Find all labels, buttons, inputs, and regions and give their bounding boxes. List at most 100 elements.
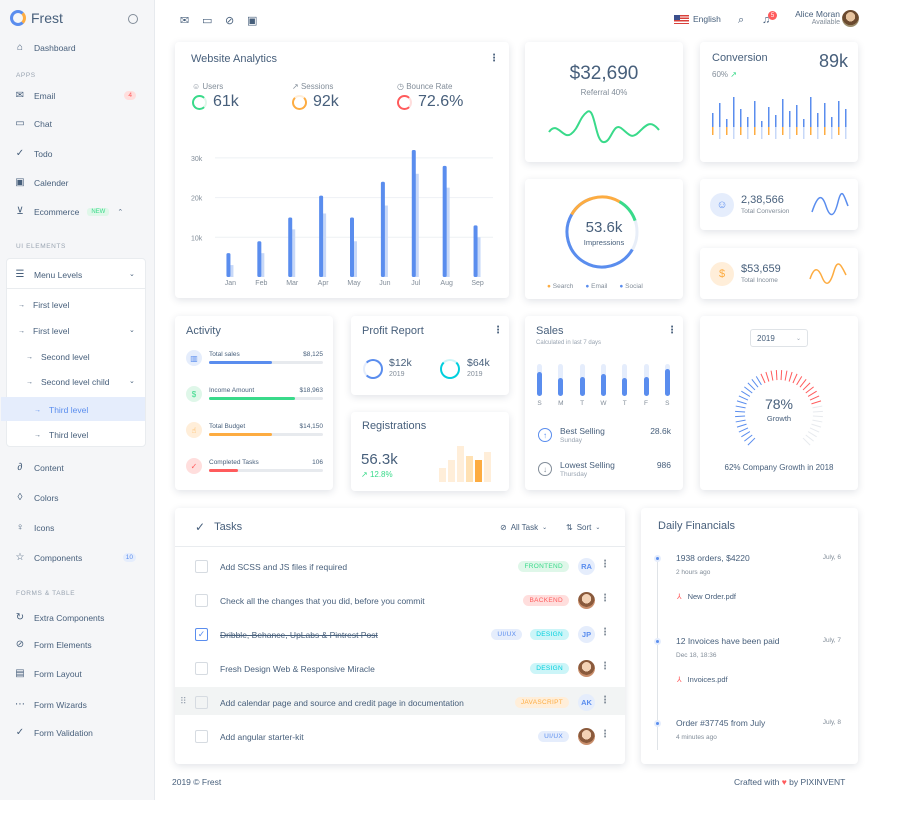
sales-title: Sales	[536, 325, 564, 337]
more-vertical-icon[interactable]: ⋮	[489, 53, 499, 64]
conversion-bar	[733, 97, 735, 127]
more-vertical-icon[interactable]: ⋮	[493, 325, 503, 336]
sidebar-item-colors[interactable]: ◊ Colors	[14, 492, 142, 503]
conversion-bar-down	[761, 127, 763, 139]
pdf-attachment[interactable]: ⅄ Invoices.pdf	[677, 675, 728, 684]
sidebar-item-first-level-1[interactable]: → First level	[18, 300, 70, 310]
financial-subtitle: Dec 18, 18:36	[676, 652, 717, 659]
registrations-value: 56.3k	[361, 451, 398, 468]
lowest-selling-value: 986	[656, 460, 671, 470]
sidebar-toggle-icon[interactable]	[128, 14, 138, 24]
more-vertical-icon[interactable]: ⋮	[600, 729, 610, 740]
sidebar-item-form-validation[interactable]: ✓ Form Validation	[15, 727, 93, 738]
activity-progress	[209, 397, 323, 400]
bounce-ring	[397, 94, 412, 110]
sidebar-item-third-level-2[interactable]: → Third level	[34, 430, 89, 440]
star-icon: ☆	[15, 552, 25, 563]
more-vertical-icon[interactable]: ⋮	[600, 661, 610, 672]
assignee-avatar[interactable]	[578, 592, 595, 609]
user-avatar[interactable]	[842, 10, 859, 27]
sidebar-item-chat[interactable]: ▭ Chat	[15, 118, 52, 129]
brand-logo[interactable]: Frest	[10, 10, 63, 26]
gauge-tick	[770, 370, 774, 381]
task-checkbox[interactable]	[195, 696, 208, 709]
sidebar-item-content[interactable]: ∂ Content	[14, 462, 142, 473]
conversion-bar	[747, 117, 749, 127]
assignee-avatar[interactable]: JP	[578, 626, 595, 643]
chat-icon[interactable]: ▭	[202, 15, 213, 27]
growth-value: 78%	[764, 396, 794, 412]
check-circle-icon[interactable]: ⊘	[225, 15, 235, 27]
sidebar-item-second-level[interactable]: → Second level	[26, 352, 90, 362]
conversion-bar-down	[754, 127, 756, 135]
calendar-icon[interactable]: ▣	[247, 15, 258, 27]
users-ring	[192, 94, 207, 110]
conversion-wave	[811, 192, 849, 216]
task-text: Dribble, Behance, UpLabs & Pintrest Post	[220, 630, 378, 640]
sidebar-item-dashboard[interactable]: ⌂ Dashboard	[14, 42, 142, 53]
year-select[interactable]: 2019 ⌄	[750, 329, 808, 347]
more-vertical-icon[interactable]: ⋮	[600, 559, 610, 570]
sidebar-item-calender[interactable]: ▣ Calender	[15, 177, 69, 188]
task-checkbox-checked[interactable]: ✓	[195, 628, 208, 641]
bar-secondary	[353, 241, 357, 277]
language-selector[interactable]: English	[674, 14, 721, 24]
all-task-filter[interactable]: ⊘ All Task ⌄	[500, 523, 548, 532]
assignee-avatar[interactable]	[578, 728, 595, 745]
sort-dropdown[interactable]: ⇅ Sort ⌄	[566, 523, 601, 532]
sidebar-item-first-level-2[interactable]: → First level	[18, 326, 70, 336]
profit-ring-1	[363, 359, 383, 379]
pdf-file-name: New Order.pdf	[687, 592, 736, 601]
sidebar-item-second-level-child[interactable]: → Second level child	[26, 377, 110, 387]
sidebar-item-components[interactable]: ☆ Components 10	[14, 552, 142, 563]
conversion-bar-down	[838, 127, 840, 135]
sidebar-item-form-wizards[interactable]: ⋯ Form Wizards	[15, 699, 87, 710]
sidebar-item-form-elements[interactable]: ⊘ Form Elements	[15, 639, 92, 650]
drag-handle-icon[interactable]: ⠿	[180, 696, 187, 706]
task-checkbox[interactable]	[195, 560, 208, 573]
sidebar-item-form-layout[interactable]: ▤ Form Layout	[15, 668, 82, 679]
more-vertical-icon[interactable]: ⋮	[667, 325, 677, 336]
bar-primary	[380, 181, 385, 277]
more-vertical-icon[interactable]: ⋮	[600, 593, 610, 604]
arrow-right-icon: →	[26, 353, 33, 361]
sidebar-item-menu-levels[interactable]: ☰ Menu Levels	[15, 269, 83, 280]
bar-primary	[288, 217, 293, 277]
conversion-bar	[754, 101, 756, 127]
task-tag: UI/UX	[491, 629, 523, 640]
activity-label: Income Amount	[209, 387, 255, 394]
sidebar-item-todo[interactable]: ✓ Todo	[15, 148, 53, 159]
sidebar-item-ecommerce[interactable]: ⊻ Ecommerce NEW ⌃	[14, 206, 142, 217]
assignee-avatar[interactable]: AK	[578, 694, 595, 711]
task-text: Add angular starter-kit	[220, 732, 304, 742]
financial-subtitle: 4 minutes ago	[676, 734, 717, 741]
task-text: Fresh Design Web & Responsive Miracle	[220, 664, 375, 674]
bell-icon[interactable]: ♫	[762, 14, 771, 26]
active-highlight	[1, 397, 145, 421]
assignee-avatar[interactable]: RA	[578, 558, 595, 575]
user-info[interactable]: Alice Moran Available	[775, 9, 840, 26]
financial-title: 1938 orders, $4220	[676, 553, 750, 563]
activity-value: $18,963	[299, 387, 324, 394]
more-vertical-icon[interactable]: ⋮	[600, 695, 610, 706]
task-tag: UI/UX	[538, 731, 569, 742]
sidebar-item-icons[interactable]: ♀ Icons	[14, 522, 142, 533]
bulb-icon: ♀	[16, 522, 24, 533]
y-tick-label: 20k	[191, 196, 203, 203]
task-checkbox[interactable]	[195, 594, 208, 607]
more-vertical-icon[interactable]: ⋮	[600, 627, 610, 638]
pdf-attachment[interactable]: ⅄ New Order.pdf	[677, 592, 736, 601]
task-checkbox[interactable]	[195, 662, 208, 675]
assignee-avatar[interactable]	[578, 660, 595, 677]
footer-copyright: 2019 © Frest	[172, 777, 222, 787]
sidebar: Frest ⌂ Dashboard APPS ✉ Email 4 ▭ Chat …	[0, 0, 155, 800]
sidebar-item-third-level-1[interactable]: → Third level	[34, 405, 89, 415]
task-checkbox[interactable]	[195, 730, 208, 743]
best-selling-value: 28.6k	[650, 426, 671, 436]
sidebar-item-email[interactable]: ✉ Email 4	[14, 90, 142, 101]
mail-icon[interactable]: ✉	[180, 15, 190, 27]
chevron-down-icon: ⌄	[542, 525, 548, 531]
sidebar-item-extra-components[interactable]: ↻ Extra Components	[15, 612, 105, 623]
financial-date: July, 6	[822, 554, 841, 561]
search-icon[interactable]: ⌕	[738, 14, 745, 26]
